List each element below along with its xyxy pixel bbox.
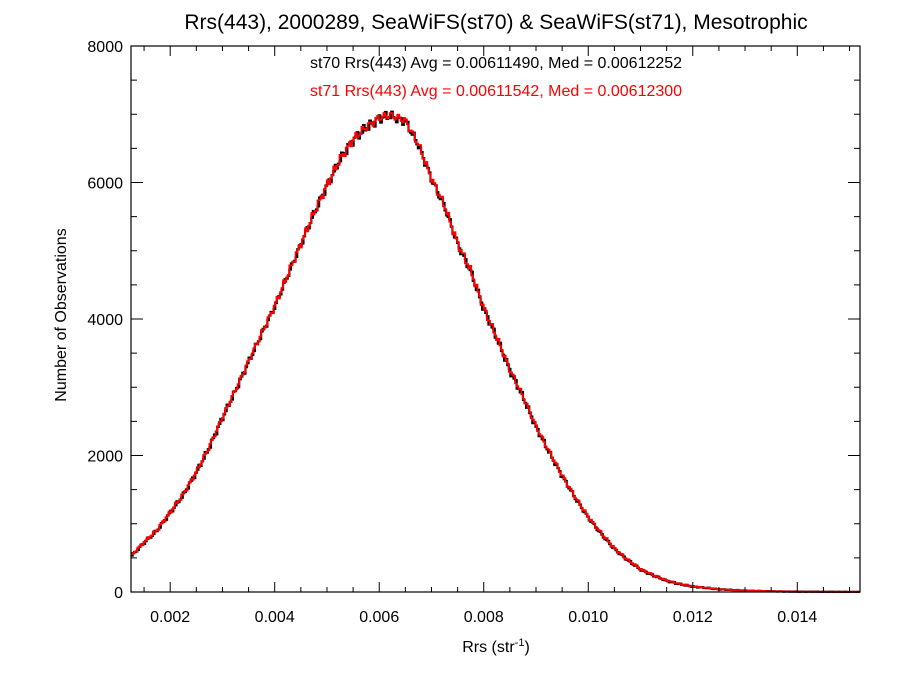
x-tick-label: 0.010	[568, 609, 608, 626]
y-tick-label: 4000	[87, 312, 123, 329]
x-tick-label: 0.008	[464, 609, 504, 626]
x-axis-label-main: Rrs (str	[462, 639, 515, 656]
y-tick-label: 0	[114, 585, 123, 602]
annotation-st71: st71 Rrs(443) Avg = 0.00611542, Med = 0.…	[310, 83, 682, 100]
x-axis-ticks: 0.002 0.004 0.006 0.008 0.010 0.012 0.014	[143, 46, 851, 626]
y-tick-label: 8000	[87, 39, 123, 56]
series-st70-line	[131, 110, 860, 594]
series-layer	[131, 110, 860, 594]
x-axis-label-sup: -1	[515, 637, 525, 649]
y-axis-ticks: 0 2000 4000 6000 8000	[87, 39, 860, 602]
x-tick-label: 0.014	[777, 609, 817, 626]
x-tick-label: 0.012	[673, 609, 713, 626]
x-tick-label: 0.002	[150, 609, 190, 626]
y-tick-label: 6000	[87, 176, 123, 193]
series-st71-line	[131, 112, 860, 593]
x-axis-label: Rrs (str-1)	[462, 637, 530, 656]
x-tick-label: 0.004	[255, 609, 295, 626]
x-tick-label: 0.006	[359, 609, 399, 626]
x-axis-label-close: )	[524, 639, 529, 656]
chart-title: Rrs(443), 2000289, SeaWiFS(st70) & SeaWi…	[184, 11, 807, 34]
plot-frame	[130, 45, 861, 593]
y-tick-label: 2000	[87, 449, 123, 466]
y-axis-label: Number of Observations	[53, 228, 70, 401]
annotation-st70: st70 Rrs(443) Avg = 0.00611490, Med = 0.…	[310, 55, 682, 72]
